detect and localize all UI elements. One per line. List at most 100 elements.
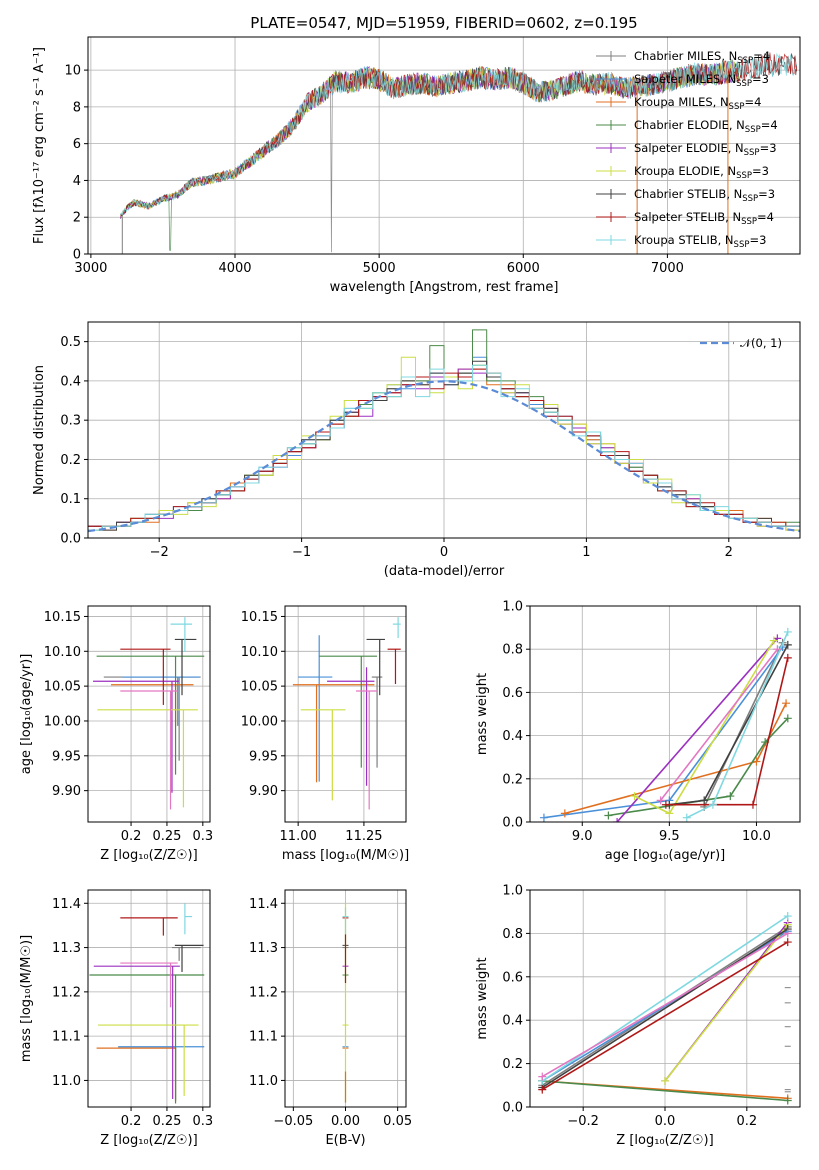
weight-marker (539, 813, 548, 822)
y-tick-label: 11.4 (52, 897, 81, 912)
x-tick-label: 9.0 (572, 829, 593, 844)
x-axis-label: (data-model)/error (384, 564, 505, 579)
x-tick-label: 2 (725, 545, 733, 560)
y-axis-label: Flux [fλ10⁻¹⁷ erg cm⁻² s⁻¹ A⁻¹] (32, 47, 47, 244)
y-axis-label: mass weight (475, 957, 490, 1039)
y-tick-label: 6 (73, 137, 81, 152)
legend-value: =3 (760, 141, 777, 155)
normal-curve (88, 380, 800, 533)
x-tick-label: 0.3 (192, 1114, 213, 1129)
y-tick-label: 1.0 (502, 600, 523, 615)
weight-marker (769, 636, 778, 645)
y-tick-label: 0.6 (502, 686, 523, 701)
legend-value: =4 (757, 210, 774, 224)
x-tick-label: 10.0 (742, 829, 771, 844)
weight-marker (700, 796, 709, 805)
legend-label: Kroupa STELIB, NSSP=3 (634, 233, 766, 250)
weight-line (541, 928, 789, 1089)
x-tick-label: 0.25 (152, 1114, 181, 1129)
weight-marker (630, 792, 639, 801)
y-tick-label: 10.05 (241, 680, 278, 695)
legend-subscript: SSP (745, 125, 761, 135)
legend-label: Kroupa ELODIE, NSSP=3 (634, 164, 769, 181)
legend-value: =4 (753, 49, 770, 63)
weight-marker (661, 800, 670, 809)
y-tick-label: 11.1 (249, 1030, 278, 1045)
weight-line (703, 642, 784, 808)
x-axis-label: Z [log₁₀(Z/Z☉)] (100, 848, 197, 863)
legend-value: =3 (752, 72, 769, 86)
x-tick-label: 0.25 (152, 829, 181, 844)
y-tick-label: 0.0 (502, 816, 523, 831)
weight-marker (613, 818, 622, 822)
weight-line (564, 702, 787, 815)
x-tick-label: 0.2 (121, 829, 142, 844)
chart-title: PLATE=0547, MJD=51959, FIBERID=0602, z=0… (250, 14, 637, 32)
y-tick-label: 0.2 (502, 1057, 523, 1072)
weight-line (541, 941, 789, 1091)
x-axis-label: wavelength [Angstrom, rest frame] (330, 280, 559, 295)
plot-area (120, 52, 798, 254)
axes-frame (87, 605, 211, 823)
x-tick-label: −2 (150, 545, 169, 560)
x-axis-label: mass [log₁₀(M/M☉)] (282, 848, 409, 863)
legend-subscript: SSP (736, 79, 752, 89)
weight-marker (665, 809, 674, 818)
y-tick-label: 0.4 (60, 374, 81, 389)
weight-marker (726, 792, 735, 801)
x-tick-label: 0.2 (736, 1114, 757, 1129)
weight-marker (783, 714, 792, 723)
y-tick-label: 0.6 (502, 970, 523, 985)
y-tick-label: 11.2 (52, 985, 81, 1000)
legend-label: Chabrier ELODIE, NSSP=4 (634, 118, 778, 135)
y-axis-label: Normed distribution (32, 365, 47, 495)
weight-marker (773, 645, 782, 654)
legend-label: Chabrier STELIB, NSSP=3 (634, 187, 775, 204)
weight-marker (782, 699, 791, 708)
y-tick-label: 0.8 (502, 643, 523, 658)
y-tick-label: 10.10 (44, 645, 81, 660)
legend-value: =3 (749, 233, 766, 247)
legend-label: Salpeter STELIB, NSSP=4 (634, 210, 774, 227)
y-tick-label: 0.5 (60, 335, 81, 350)
legend-subscript: SSP (737, 56, 753, 66)
y-tick-label: 10.15 (241, 610, 278, 625)
legend-subscript: SSP (734, 240, 750, 250)
legend-value: =4 (761, 118, 778, 132)
x-tick-label: 0 (440, 545, 448, 560)
weight-marker (783, 938, 792, 947)
x-axis-label: Z [log₁₀(Z/Z☉)] (616, 1133, 713, 1148)
y-tick-label: 0.0 (60, 532, 81, 547)
legend-subscript: SSP (744, 148, 760, 158)
y-tick-label: 4 (73, 174, 81, 189)
y-tick-label: 9.95 (52, 749, 81, 764)
y-tick-label: 10.10 (241, 645, 278, 660)
plot-area (89, 903, 205, 1104)
x-tick-label: 6000 (507, 261, 540, 276)
y-tick-label: 0.4 (502, 729, 523, 744)
y-axis-label: mass [log₁₀(M/M☉)] (19, 935, 34, 1062)
y-tick-label: 10.00 (44, 714, 81, 729)
y-tick-label: 10.00 (241, 714, 278, 729)
weight-marker (748, 800, 757, 809)
y-tick-label: 11.0 (249, 1074, 278, 1089)
y-tick-label: 2 (73, 211, 81, 226)
x-tick-label: 0.2 (121, 1114, 142, 1129)
weight-marker (783, 653, 792, 662)
plot-area (88, 329, 800, 538)
legend-subscript: SSP (742, 194, 758, 204)
legend-value: =3 (752, 164, 769, 178)
weight-marker (752, 757, 761, 766)
weight-marker (783, 640, 792, 649)
y-tick-label: 0 (73, 248, 81, 263)
weight-line (664, 924, 789, 1082)
y-tick-label: 1.0 (502, 884, 523, 899)
y-tick-label: 11.0 (52, 1074, 81, 1089)
plot-area (539, 627, 792, 822)
y-tick-label: 11.2 (249, 985, 278, 1000)
y-tick-label: 11.1 (52, 1030, 81, 1045)
y-tick-label: 0.3 (60, 414, 81, 429)
weight-marker (708, 800, 717, 809)
y-tick-label: 11.3 (249, 941, 278, 956)
weight-line (542, 1080, 788, 1102)
